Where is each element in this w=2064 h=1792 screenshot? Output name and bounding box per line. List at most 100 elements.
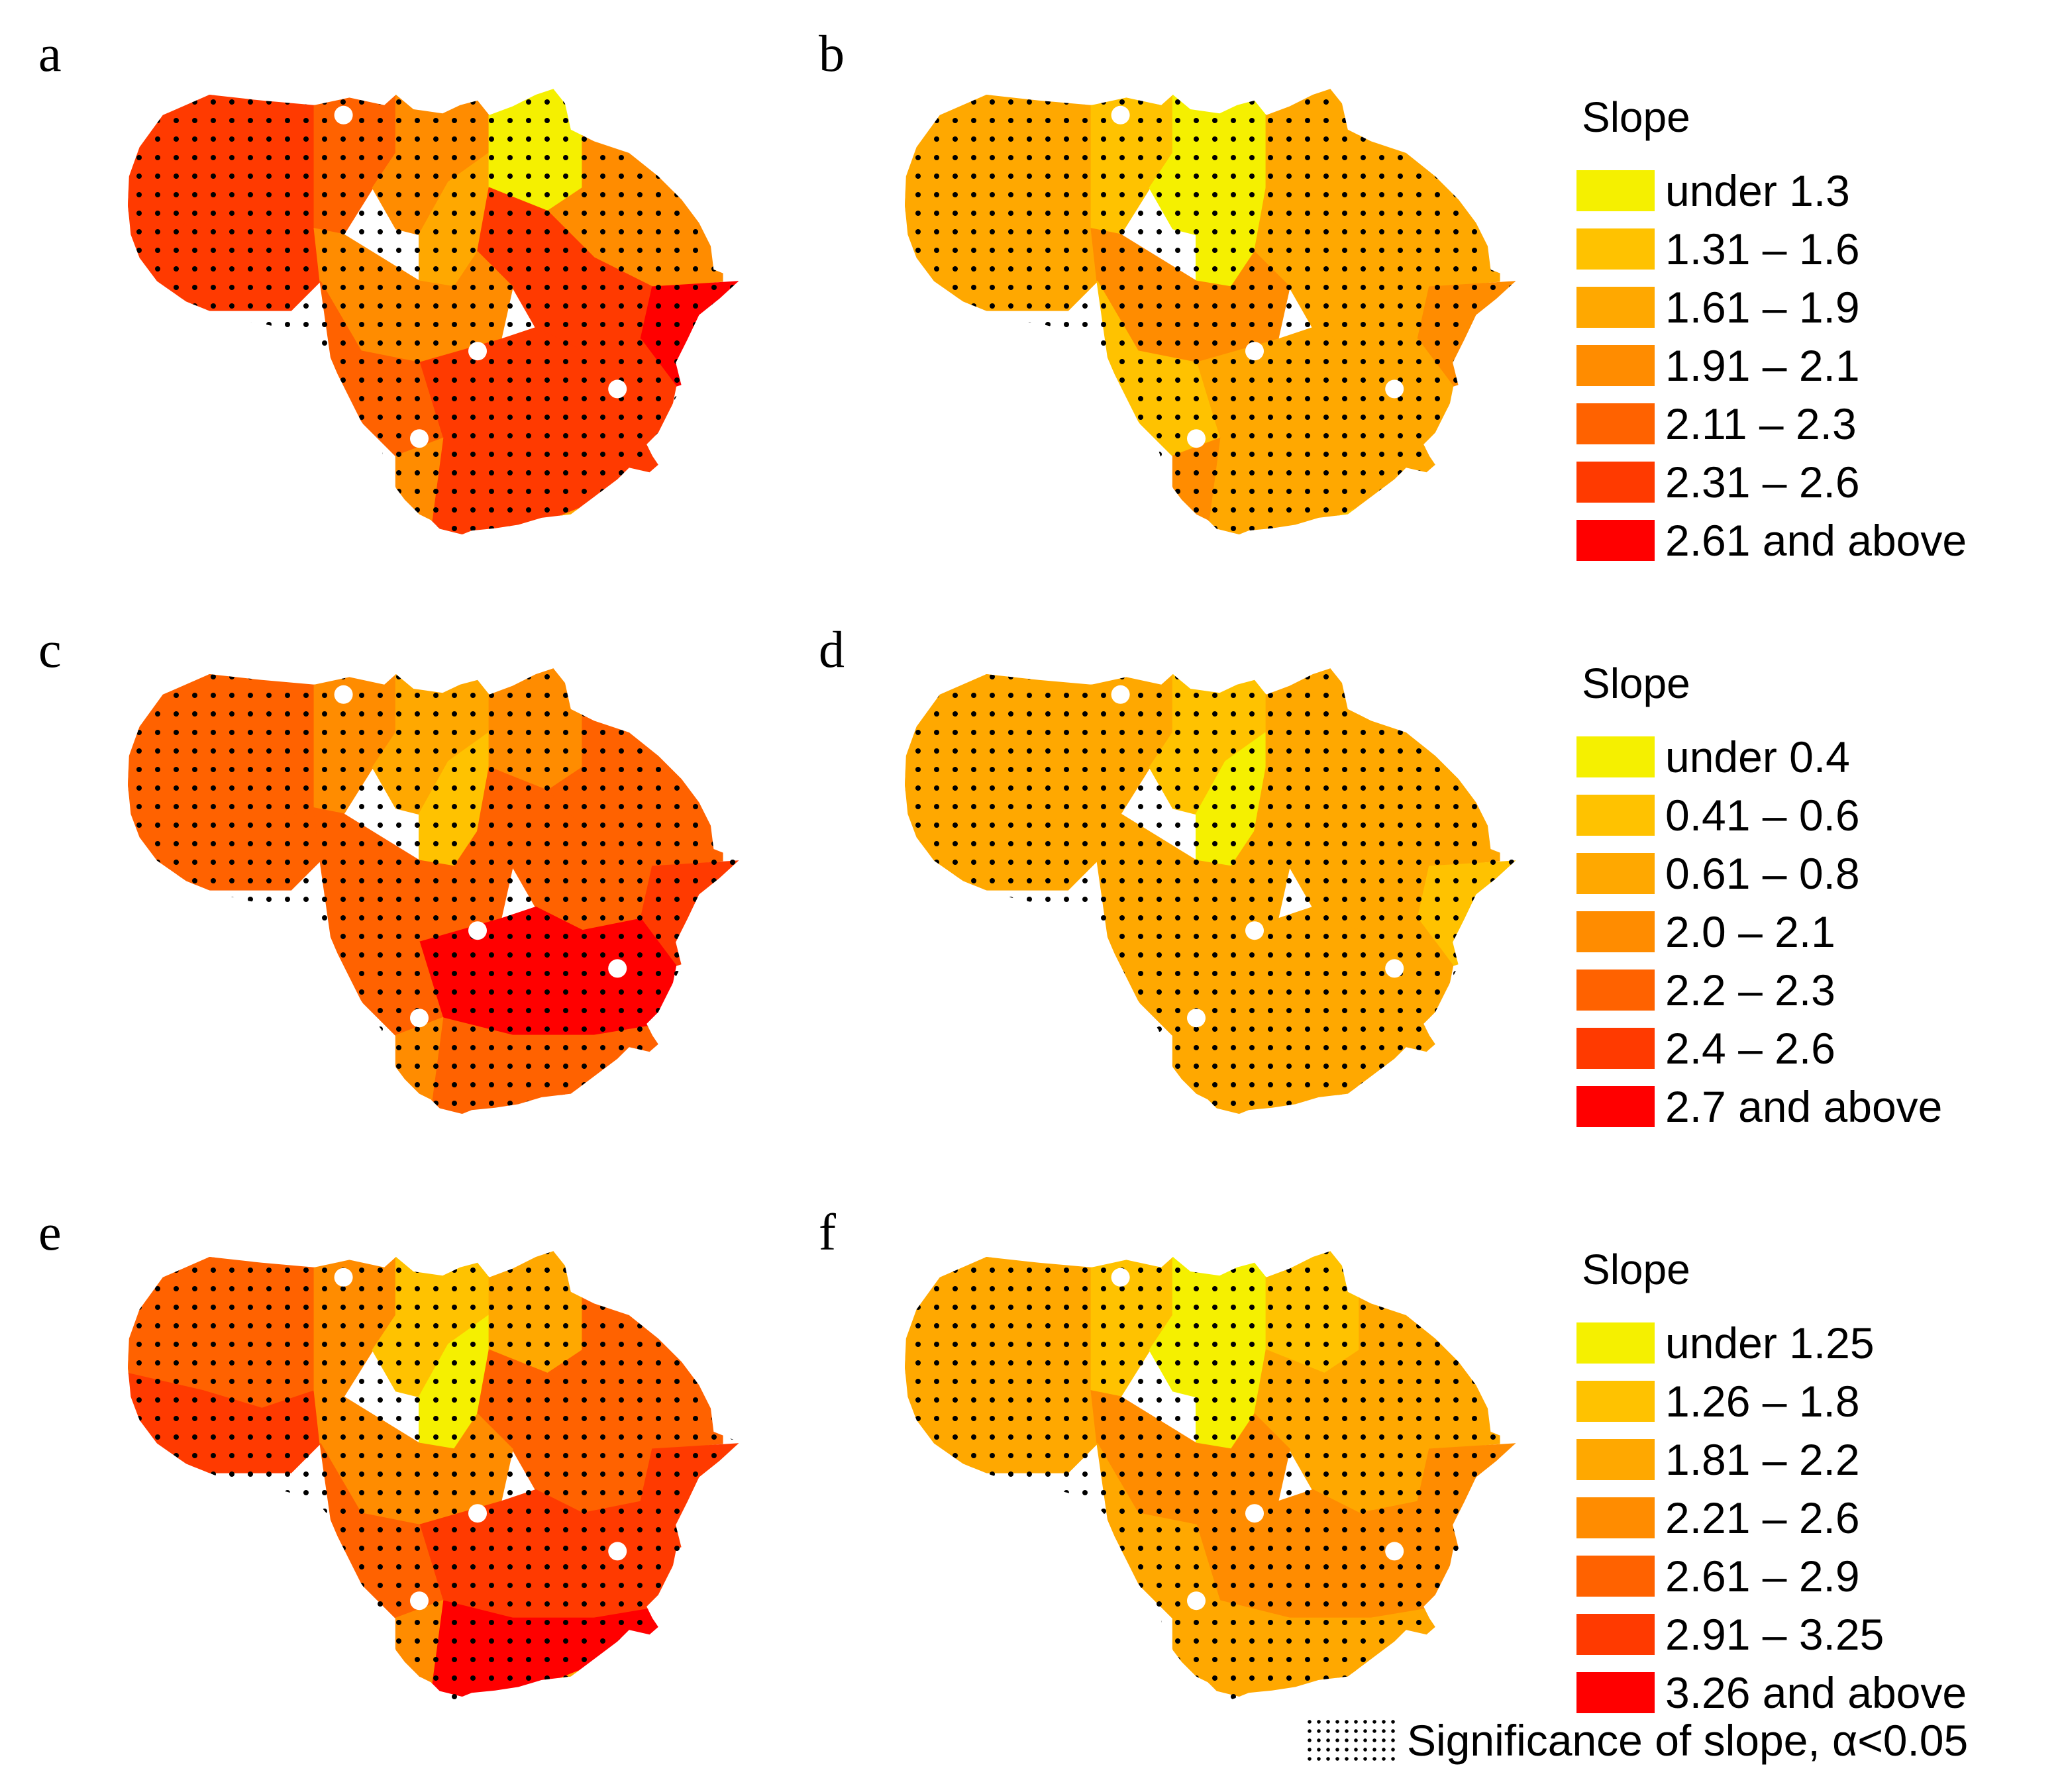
legend-1: Slope under 1.3 1.31 – 1.6 1.61 – 1.9 1.… [1576,93,2053,570]
city-hole [334,685,353,704]
legend-item-label: 2.31 – 2.6 [1665,458,1860,507]
legend-swatch [1576,736,1655,777]
legend-swatch [1576,970,1655,1011]
legend-item-label: 2.2 – 2.3 [1665,966,1835,1015]
legend-swatch [1576,403,1655,444]
legend-item: 2.11 – 2.3 [1576,395,2053,453]
map-panel-f [905,1251,1517,1700]
city-hole [1111,105,1130,124]
city-hole [608,1542,627,1561]
significance-note: Significance of slope, α<0.05 [1305,1715,1968,1766]
significance-dots [128,668,740,1117]
legend-item: 1.26 – 1.8 [1576,1372,2053,1430]
significance-dots [905,1251,1517,1700]
city-hole [334,1268,353,1287]
legend-2: Slope under 0.4 0.41 – 0.6 0.61 – 0.8 2.… [1576,659,2053,1136]
significance-label: Significance of slope, α<0.05 [1407,1716,1969,1765]
legend-swatch [1576,170,1655,211]
legend-item: 1.61 – 1.9 [1576,278,2053,336]
legend-swatch [1576,1556,1655,1597]
legend-swatch [1576,287,1655,328]
legend-item-label: 3.26 and above [1665,1668,1967,1717]
significance-dots [905,668,1517,1117]
legend-item: 1.81 – 2.2 [1576,1430,2053,1489]
legend-item: 2.61 – 2.9 [1576,1547,2053,1605]
legend-title: Slope [1582,660,1690,707]
panel-label-a: a [38,25,62,82]
city-hole [305,985,324,1004]
map-panel-e [128,1251,740,1700]
legend-item-label: 0.61 – 0.8 [1665,849,1860,898]
legend-item: 1.91 – 2.1 [1576,336,2053,395]
city-hole [1187,1591,1206,1611]
legend-swatch [1576,1028,1655,1069]
legend-item: 2.61 and above [1576,511,2053,570]
legend-item: 2.31 – 2.6 [1576,453,2053,511]
legend-item: 0.41 – 0.6 [1576,786,2053,844]
legend-item-label: 1.91 – 2.1 [1665,341,1860,390]
legend-swatch [1576,1086,1655,1127]
legend-item: under 1.25 [1576,1314,2053,1372]
legend-item: 2.0 – 2.1 [1576,903,2053,961]
map-panel-d [905,668,1517,1117]
city-hole [1245,1504,1264,1523]
legend-item-label: under 1.3 [1665,166,1850,215]
city-hole [1111,685,1130,704]
city-hole [1385,959,1404,978]
city-hole [468,342,487,361]
legend-item-label: 1.61 – 1.9 [1665,283,1860,332]
legend-item-label: 2.61 – 2.9 [1665,1552,1860,1601]
legend-item: 2.4 – 2.6 [1576,1019,2053,1077]
significance-dots [128,89,740,538]
city-hole [608,379,627,399]
legend-item: 0.61 – 0.8 [1576,844,2053,903]
legend-item-label: under 0.4 [1665,732,1850,781]
legend-3: Slope under 1.25 1.26 – 1.8 1.81 – 2.2 2… [1576,1245,2053,1722]
panel-label-d: d [819,621,845,678]
city-hole [1385,379,1404,399]
significance-dots [128,1251,740,1700]
city-hole [410,1009,429,1028]
legend-swatch [1576,1322,1655,1364]
city-hole [608,959,627,978]
legend-item-label: under 1.25 [1665,1319,1875,1368]
city-hole [1082,985,1101,1004]
legend-title: Slope [1582,1246,1690,1293]
legend-swatch [1576,795,1655,836]
city-hole [1187,1009,1206,1028]
panel-label-e: e [38,1203,62,1261]
legend-item-label: 2.61 and above [1665,516,1967,565]
legend-item-label: 0.41 – 0.6 [1665,791,1860,840]
legend-item-label: 1.26 – 1.8 [1665,1377,1860,1426]
legend-swatch [1576,462,1655,503]
city-hole [305,406,324,424]
city-hole [1385,1542,1404,1561]
legend-swatch [1576,1497,1655,1538]
panel-label-f: f [819,1203,836,1261]
map-panel-a [128,89,740,538]
legend-swatch [1576,520,1655,561]
legend-item: 2.91 – 3.25 [1576,1605,2053,1664]
legend-item: 1.31 – 1.6 [1576,220,2053,278]
legend-item-label: 2.7 and above [1665,1082,1943,1131]
legend-item: 2.7 and above [1576,1077,2053,1136]
legend-item-label: 2.0 – 2.1 [1665,907,1835,956]
city-hole [468,921,487,940]
city-hole [334,105,353,124]
map-panel-c [128,668,740,1117]
city-hole [1082,1568,1101,1587]
city-hole [1245,342,1264,361]
legend-swatch [1576,345,1655,386]
legend-item-label: 1.31 – 1.6 [1665,224,1860,274]
map-panel-b [905,89,1517,538]
legend-item: 2.21 – 2.6 [1576,1489,2053,1547]
legend-swatch [1576,1614,1655,1655]
legend-swatch [1576,911,1655,952]
legend-item-label: 1.81 – 2.2 [1665,1435,1860,1484]
legend-item-label: 2.91 – 3.25 [1665,1610,1884,1659]
significance-dots [905,89,1517,538]
legend-item: 3.26 and above [1576,1664,2053,1722]
legend-swatch [1576,853,1655,894]
